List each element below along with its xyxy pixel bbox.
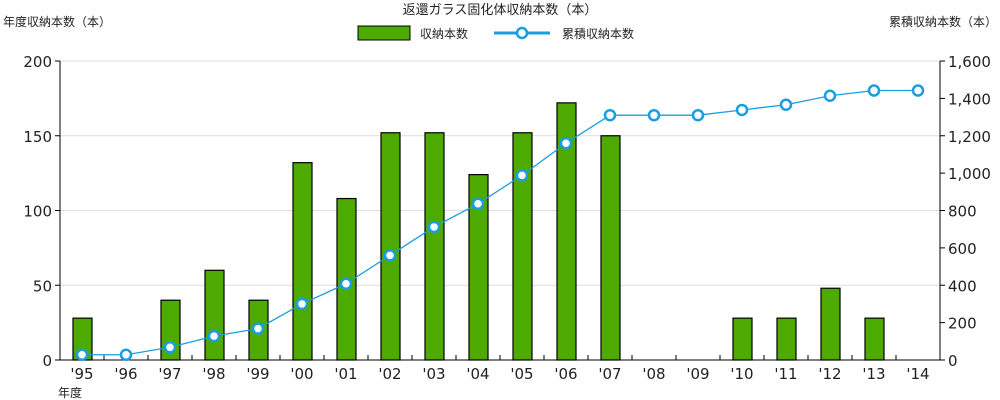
bar: [380, 132, 401, 361]
x-tick-label: '00: [290, 365, 313, 383]
x-tick-label: '99: [246, 365, 269, 383]
x-tick-label: '01: [334, 365, 357, 383]
line-point: [163, 341, 177, 354]
line-point: [207, 329, 221, 343]
x-tick-label: '08: [642, 365, 665, 383]
y-tick-label-left: 50: [33, 277, 52, 295]
bar: [204, 269, 225, 361]
line-point: [427, 220, 441, 234]
line-point: [471, 197, 485, 211]
x-tick-label: '06: [554, 365, 577, 383]
y-tick-label-right: 200: [948, 315, 977, 333]
legend-line-label: 累積収納本数: [562, 26, 634, 41]
legend-bar-swatch: [357, 25, 411, 41]
bar: [864, 317, 885, 361]
x-tick-label: '10: [730, 365, 753, 383]
x-tick-label: '12: [818, 365, 841, 383]
legend-line-marker: [515, 26, 529, 40]
x-tick-label: '11: [774, 365, 797, 383]
x-tick-label: '02: [378, 365, 401, 383]
x-tick-label: '03: [422, 365, 445, 383]
y-tick-label-right: 800: [948, 203, 977, 221]
line-point: [339, 277, 353, 291]
y-tick-label-left: 150: [23, 128, 52, 146]
bar: [468, 174, 489, 361]
x-tick-label: '05: [510, 365, 533, 383]
y-tick-label-left: 0: [42, 352, 52, 370]
line-point: [75, 348, 89, 362]
y-tick-label-left: 100: [23, 203, 52, 221]
line-point: [515, 169, 529, 182]
bar: [512, 132, 533, 361]
bar: [424, 132, 445, 361]
line-point: [647, 108, 661, 122]
line-point: [867, 84, 881, 97]
y-tick-label-right: 400: [948, 277, 977, 295]
bar: [776, 317, 797, 361]
x-tick-label: '14: [906, 365, 929, 383]
bar: [556, 102, 577, 361]
line-point: [559, 136, 573, 150]
y-axis-label-right: 累積収納本数（本）: [889, 14, 997, 29]
y-axis-label-left: 年度収納本数（本）: [3, 14, 111, 29]
y-tick-label-right: 1,400: [948, 90, 991, 108]
line-point: [383, 249, 397, 262]
x-tick-label: '04: [466, 365, 489, 383]
y-tick-label-right: 1,200: [948, 128, 991, 146]
line-point: [691, 108, 705, 122]
line-point: [735, 103, 749, 117]
chart-title: 返還ガラス固化体収納本数（本）: [403, 3, 598, 18]
y-tick-label-right: 0: [948, 352, 958, 370]
x-tick-label: '96: [114, 365, 137, 383]
x-tick-label: '09: [686, 365, 709, 383]
line-point: [295, 297, 309, 311]
bar: [292, 162, 313, 361]
bar: [820, 287, 841, 361]
x-tick-label: '98: [202, 365, 225, 383]
y-tick-label-left: 200: [23, 53, 52, 71]
legend-bar-label: 収納本数: [420, 26, 468, 41]
bar: [600, 135, 621, 361]
y-tick-label-right: 1,600: [948, 53, 991, 71]
y-tick-label-right: 1,000: [948, 165, 991, 183]
x-tick-label: '13: [862, 365, 885, 383]
x-axis-label: 年度: [58, 385, 82, 400]
x-tick-label: '97: [158, 365, 181, 383]
x-tick-label: '07: [598, 365, 621, 383]
y-tick-label-right: 600: [948, 240, 977, 258]
line-point: [603, 108, 617, 122]
bar: [732, 317, 753, 361]
line-point: [251, 322, 265, 335]
line-point: [779, 98, 793, 111]
cumulative-line: [82, 89, 918, 356]
line-point: [119, 348, 133, 362]
line-point: [823, 89, 837, 103]
line-point: [911, 84, 925, 97]
x-tick-label: '95: [70, 365, 93, 383]
